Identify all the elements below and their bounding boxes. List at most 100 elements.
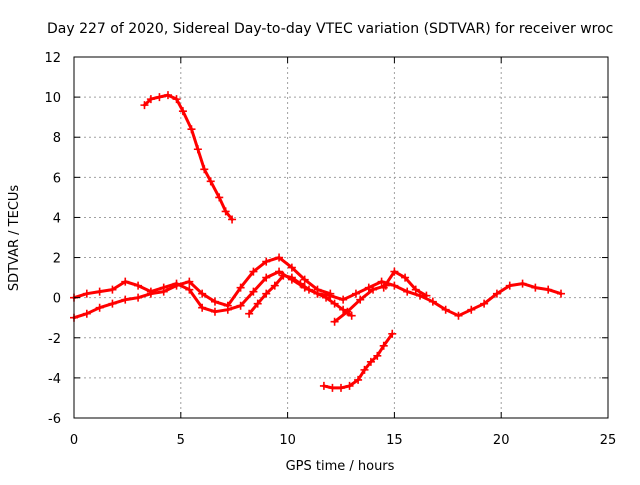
data-point [228,215,237,224]
data-point [339,295,348,304]
data-point [221,207,230,216]
data-point [328,383,337,392]
series-layer [70,91,566,392]
y-tick-label: -4 [48,372,61,387]
y-axis-label: SDTVAR / TECUs [7,185,22,292]
tick-layer: 0 5 10 15 20 25 -6 -4 -2 0 2 4 6 8 10 12 [44,51,616,448]
data-point [354,375,363,384]
data-point [296,279,305,288]
data-point [531,283,540,292]
data-point [287,273,296,282]
x-tick-label: 20 [493,433,510,448]
series-track-7 [379,267,431,300]
x-tick-label: 5 [177,433,185,448]
data-point [454,311,463,320]
data-point [557,289,566,298]
data-point [544,285,553,294]
data-point [215,193,224,202]
data-point [505,281,514,290]
data-point [379,283,388,292]
data-point [262,257,271,266]
data-point [364,283,373,292]
y-tick-label: 6 [53,171,61,186]
y-tick-label: -2 [48,332,61,347]
data-point [347,311,356,320]
data-point [279,271,288,280]
data-point [262,289,271,298]
series-track-4 [245,271,356,320]
data-point [155,93,164,102]
data-point [249,267,258,276]
data-point [95,303,104,312]
data-point [121,277,130,286]
data-point [326,289,335,298]
data-point [360,365,369,374]
series-track-1 [140,91,237,224]
data-point [467,305,476,314]
y-tick-label: 10 [44,91,61,106]
data-point [287,263,296,272]
series-line [322,332,394,390]
data-point [178,107,187,116]
data-point [411,285,420,294]
data-point [210,307,219,316]
data-point [249,287,258,296]
data-point [198,289,207,298]
data-point [319,381,328,390]
data-point [401,273,410,282]
data-point [108,285,117,294]
chart-title: Day 227 of 2020, Sidereal Day-to-day VTE… [47,21,613,37]
data-point [369,285,378,294]
data-point [82,289,91,298]
data-point [300,275,309,284]
data-point [193,145,202,154]
data-point [390,267,399,276]
data-point [82,309,91,318]
data-point [388,329,397,338]
y-tick-label: 4 [53,211,61,226]
x-tick-label: 0 [70,433,78,448]
data-point [366,357,375,366]
data-point [163,91,172,100]
data-point [330,299,339,308]
data-point [373,351,382,360]
data-point [185,285,194,294]
data-point [134,293,143,302]
data-point [275,267,284,276]
data-point [185,277,194,286]
data-point [428,297,437,306]
data-point [159,287,168,296]
data-point [146,289,155,298]
data-point [351,289,360,298]
data-point [480,299,489,308]
data-point [223,301,232,310]
data-point [275,253,284,262]
x-tick-label: 15 [386,433,403,448]
x-tick-label: 25 [600,433,617,448]
data-point [210,297,219,306]
y-tick-label: -6 [48,412,61,427]
y-tick-label: 2 [53,252,61,267]
y-tick-label: 8 [53,131,61,146]
data-point [492,289,501,298]
data-point [95,287,104,296]
data-point [206,177,215,186]
grid-layer [74,57,608,418]
data-point [140,101,149,110]
data-point [172,95,181,104]
data-point [379,341,388,350]
y-tick-label: 0 [53,292,61,307]
data-point [390,281,399,290]
data-point [322,293,331,302]
data-point [253,299,262,308]
data-point [339,305,348,314]
data-point [518,279,527,288]
data-point [198,303,207,312]
data-point [422,291,431,300]
data-point [313,289,322,298]
data-point [356,295,365,304]
data-point [345,381,354,390]
data-point [236,301,245,310]
data-point [200,165,209,174]
